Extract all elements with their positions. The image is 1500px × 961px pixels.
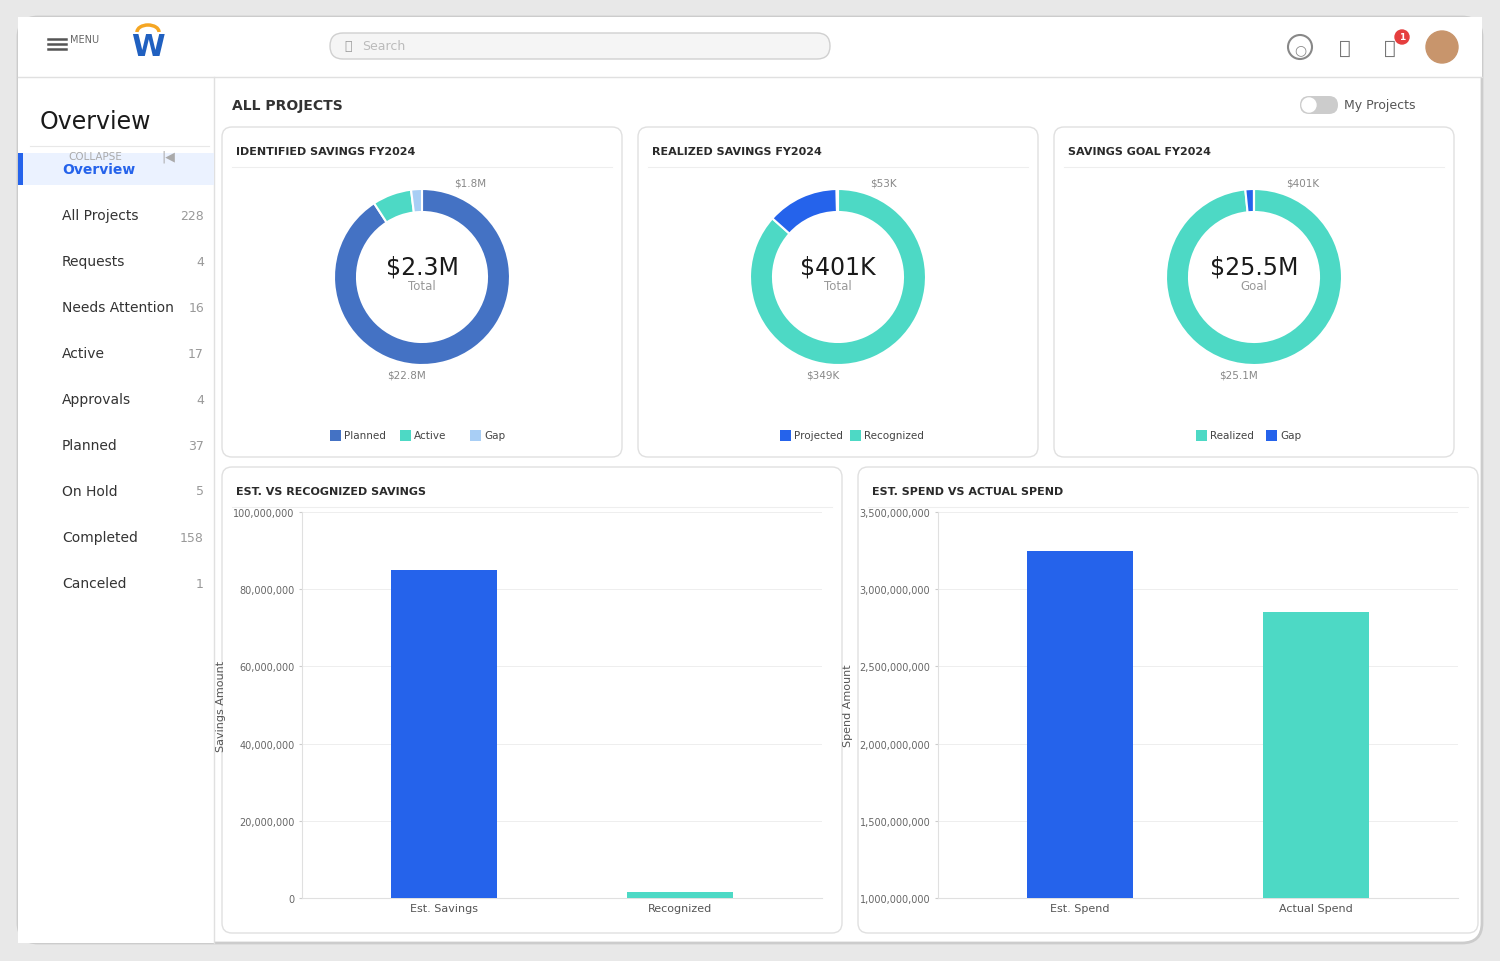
- Wedge shape: [374, 190, 414, 223]
- Text: Realized: Realized: [1210, 431, 1254, 440]
- Bar: [1263, 613, 1370, 961]
- Text: Needs Attention: Needs Attention: [62, 301, 174, 314]
- Text: $401K: $401K: [1286, 179, 1318, 188]
- Text: Completed: Completed: [62, 530, 138, 545]
- Bar: [18, 78, 214, 943]
- Text: COLLAPSE: COLLAPSE: [68, 152, 122, 161]
- Text: 4: 4: [196, 256, 204, 268]
- Text: My Projects: My Projects: [1344, 99, 1416, 112]
- Bar: [1026, 551, 1132, 961]
- FancyBboxPatch shape: [18, 18, 1482, 943]
- Wedge shape: [772, 190, 837, 234]
- FancyBboxPatch shape: [1054, 128, 1454, 457]
- FancyBboxPatch shape: [638, 128, 1038, 457]
- Bar: [18, 18, 1482, 78]
- Text: MENU: MENU: [70, 35, 99, 45]
- Bar: [400, 431, 411, 441]
- Text: $349K: $349K: [807, 371, 840, 381]
- Bar: [780, 431, 790, 441]
- Bar: [850, 431, 861, 441]
- Text: ○: ○: [1294, 43, 1306, 57]
- FancyBboxPatch shape: [858, 467, 1478, 933]
- Circle shape: [1426, 32, 1458, 64]
- Text: Projected: Projected: [794, 431, 843, 440]
- Text: EST. VS RECOGNIZED SAVINGS: EST. VS RECOGNIZED SAVINGS: [236, 486, 426, 497]
- Text: Total: Total: [408, 281, 436, 293]
- Text: Goal: Goal: [1240, 281, 1268, 293]
- FancyBboxPatch shape: [1300, 97, 1338, 115]
- Text: 1: 1: [1400, 34, 1406, 42]
- Text: $2.3M: $2.3M: [386, 256, 459, 280]
- Circle shape: [1395, 31, 1408, 45]
- Text: SAVINGS GOAL FY2024: SAVINGS GOAL FY2024: [1068, 147, 1210, 157]
- Text: $1.8M: $1.8M: [454, 179, 486, 188]
- Text: Overview: Overview: [62, 162, 135, 177]
- Wedge shape: [1166, 190, 1342, 365]
- Text: 🔔: 🔔: [1340, 38, 1352, 58]
- Text: All Projects: All Projects: [62, 209, 138, 223]
- Text: $401K: $401K: [800, 256, 876, 280]
- Text: EST. SPEND VS ACTUAL SPEND: EST. SPEND VS ACTUAL SPEND: [871, 486, 1064, 497]
- Text: $25.5M: $25.5M: [1210, 256, 1298, 280]
- Text: Planned: Planned: [62, 438, 117, 453]
- Text: 🔍: 🔍: [344, 40, 351, 54]
- Text: Gap: Gap: [484, 431, 506, 440]
- Text: On Hold: On Hold: [62, 484, 117, 499]
- Wedge shape: [750, 190, 926, 365]
- Bar: [1196, 431, 1208, 441]
- Text: Total: Total: [824, 281, 852, 293]
- Wedge shape: [411, 190, 422, 213]
- Text: 🛒: 🛒: [1384, 38, 1396, 58]
- Wedge shape: [334, 190, 510, 365]
- Text: |◀: |◀: [160, 150, 176, 163]
- Bar: [18, 154, 22, 185]
- Text: Approvals: Approvals: [62, 393, 130, 407]
- Text: $53K: $53K: [870, 179, 897, 188]
- Text: Active: Active: [62, 347, 105, 360]
- Y-axis label: Savings Amount: Savings Amount: [216, 660, 226, 751]
- FancyBboxPatch shape: [222, 467, 842, 933]
- Text: Recognized: Recognized: [864, 431, 924, 440]
- Text: 228: 228: [180, 209, 204, 222]
- Text: Overview: Overview: [40, 110, 152, 134]
- FancyBboxPatch shape: [222, 128, 622, 457]
- Bar: [390, 570, 496, 899]
- Bar: [470, 431, 482, 441]
- Text: 37: 37: [188, 439, 204, 452]
- Text: Search: Search: [362, 40, 405, 54]
- Text: Gap: Gap: [1280, 431, 1300, 440]
- Text: IDENTIFIED SAVINGS FY2024: IDENTIFIED SAVINGS FY2024: [236, 147, 416, 157]
- Text: 5: 5: [196, 485, 204, 498]
- Text: $22.8M: $22.8M: [387, 371, 426, 381]
- Text: Active: Active: [414, 431, 447, 440]
- Text: Requests: Requests: [62, 255, 126, 269]
- Text: 16: 16: [189, 301, 204, 314]
- Text: 158: 158: [180, 530, 204, 544]
- Text: 17: 17: [188, 347, 204, 360]
- FancyBboxPatch shape: [330, 34, 830, 60]
- Bar: [330, 431, 340, 441]
- Text: W: W: [130, 34, 165, 62]
- Bar: [1266, 431, 1276, 441]
- Text: Canceled: Canceled: [62, 577, 126, 590]
- Text: 4: 4: [196, 393, 204, 407]
- Bar: [627, 892, 734, 899]
- Wedge shape: [1245, 190, 1254, 213]
- Circle shape: [1302, 99, 1316, 112]
- Text: $25.1M: $25.1M: [1220, 371, 1258, 381]
- Y-axis label: Spend Amount: Spend Amount: [843, 664, 852, 747]
- Bar: [22, 154, 214, 185]
- Text: REALIZED SAVINGS FY2024: REALIZED SAVINGS FY2024: [652, 147, 822, 157]
- Text: 1: 1: [196, 577, 204, 590]
- Text: ALL PROJECTS: ALL PROJECTS: [232, 99, 342, 112]
- Text: Planned: Planned: [344, 431, 386, 440]
